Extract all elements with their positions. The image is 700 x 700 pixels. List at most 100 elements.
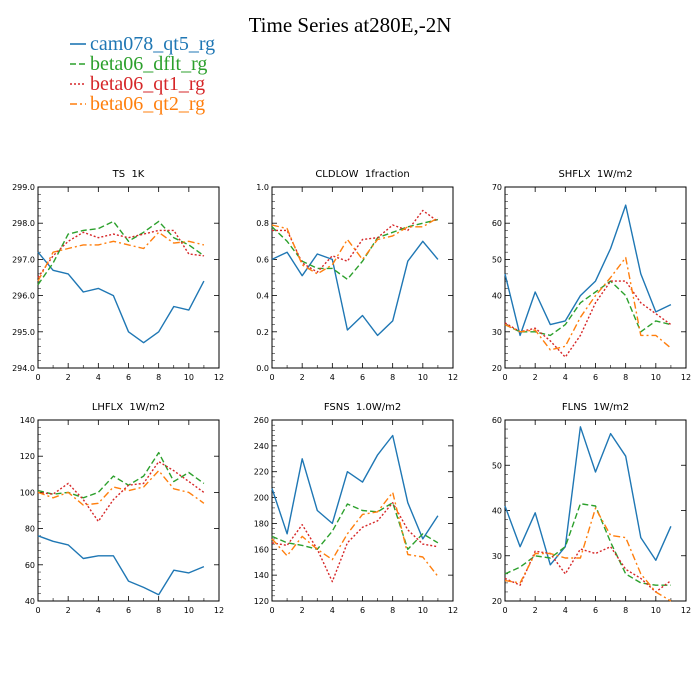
y-tick-label: 0.4 bbox=[256, 292, 269, 301]
y-tick-label: 297.0 bbox=[12, 255, 35, 264]
x-tick-label: 12 bbox=[681, 373, 691, 382]
x-tick-label: 2 bbox=[300, 373, 305, 382]
panel-title: SHFLX 1W/m2 bbox=[558, 169, 632, 180]
x-tick-label: 8 bbox=[390, 606, 395, 615]
x-tick-label: 8 bbox=[156, 373, 161, 382]
y-tick-label: 296.0 bbox=[12, 292, 35, 301]
series-line-beta06_qt2_rg bbox=[504, 256, 672, 351]
series-line-beta06_qt2_rg bbox=[504, 507, 672, 602]
y-tick-label: 60 bbox=[492, 219, 502, 228]
plot-frame bbox=[37, 186, 220, 369]
x-tick-label: 8 bbox=[623, 373, 628, 382]
series-line-beta06_qt1_rg bbox=[272, 209, 439, 273]
series-line-beta06_dflt_rg bbox=[504, 503, 671, 586]
x-tick-label: 8 bbox=[156, 606, 161, 615]
series-line-beta06_dflt_rg bbox=[504, 280, 672, 337]
series-line-beta06_qt2_rg bbox=[271, 217, 439, 275]
x-tick-label: 0 bbox=[269, 373, 274, 382]
y-tick-label: 30 bbox=[492, 328, 502, 337]
x-tick-label: 4 bbox=[96, 373, 101, 382]
x-tick-label: 2 bbox=[533, 373, 538, 382]
x-tick-label: 4 bbox=[96, 606, 101, 615]
x-tick-label: 0 bbox=[502, 606, 507, 615]
y-tick-label: 20 bbox=[492, 364, 502, 373]
plot-frame bbox=[271, 186, 454, 369]
x-tick-label: 2 bbox=[533, 606, 538, 615]
x-tick-label: 10 bbox=[651, 373, 661, 382]
x-tick-label: 2 bbox=[66, 373, 71, 382]
y-tick-label: 0.2 bbox=[256, 328, 269, 337]
x-tick-label: 4 bbox=[330, 606, 335, 615]
legend-entry: beta06_qt1_rg bbox=[90, 73, 205, 95]
y-tick-label: 140 bbox=[254, 571, 269, 580]
legend-entry: beta06_dflt_rg bbox=[90, 53, 207, 75]
y-tick-label: 295.0 bbox=[12, 328, 35, 337]
x-tick-label: 4 bbox=[563, 606, 568, 615]
y-tick-label: 260 bbox=[254, 416, 269, 425]
x-tick-label: 0 bbox=[35, 373, 40, 382]
x-tick-label: 0 bbox=[269, 606, 274, 615]
series-line-cam078_qt5_rg bbox=[271, 434, 439, 540]
series-line-beta06_qt2_rg bbox=[37, 231, 205, 282]
y-tick-label: 70 bbox=[492, 183, 502, 192]
y-tick-label: 140 bbox=[20, 416, 35, 425]
series-line-beta06_qt1_rg bbox=[37, 460, 205, 523]
figure-title: Time Series at280E,-2N bbox=[249, 13, 452, 37]
y-tick-label: 40 bbox=[492, 292, 502, 301]
x-tick-label: 6 bbox=[360, 373, 365, 382]
y-tick-label: 30 bbox=[492, 552, 502, 561]
plot-frame bbox=[37, 419, 220, 602]
x-tick-label: 10 bbox=[184, 606, 194, 615]
y-tick-label: 240 bbox=[254, 442, 269, 451]
series-line-cam078_qt5_rg bbox=[504, 204, 672, 337]
chart-panel: FSNS 1.0W/m2 0 2 4 6 8 10 12 120 140 160 180 200 220 2… bbox=[254, 402, 458, 615]
x-tick-label: 4 bbox=[330, 373, 335, 382]
y-tick-label: 299.0 bbox=[12, 183, 35, 192]
x-tick-label: 0 bbox=[502, 373, 507, 382]
plot-frame bbox=[504, 186, 687, 369]
y-tick-label: 120 bbox=[20, 452, 35, 461]
series-line-beta06_qt1_rg bbox=[504, 280, 672, 358]
x-tick-label: 2 bbox=[300, 606, 305, 615]
y-tick-label: 298.0 bbox=[12, 219, 35, 228]
chart-panel: SHFLX 1W/m2 0 2 4 6 8 10 12 20 30 40 50 60 70 bbox=[492, 169, 691, 382]
panel-title: FSNS 1.0W/m2 bbox=[324, 402, 401, 413]
x-tick-label: 12 bbox=[681, 606, 691, 615]
y-tick-label: 50 bbox=[492, 461, 502, 470]
x-tick-label: 6 bbox=[593, 606, 598, 615]
series-line-cam078_qt5_rg bbox=[37, 251, 205, 344]
x-tick-label: 10 bbox=[184, 373, 194, 382]
y-tick-label: 0.8 bbox=[256, 219, 269, 228]
series-line-cam078_qt5_rg bbox=[37, 535, 205, 596]
y-tick-label: 294.0 bbox=[12, 364, 35, 373]
panel-title: TS 1K bbox=[112, 169, 145, 180]
y-tick-label: 50 bbox=[492, 255, 502, 264]
y-tick-label: 180 bbox=[254, 519, 269, 528]
x-tick-label: 6 bbox=[126, 606, 131, 615]
y-tick-label: 60 bbox=[492, 416, 502, 425]
x-tick-label: 12 bbox=[214, 373, 224, 382]
x-tick-label: 10 bbox=[418, 373, 428, 382]
y-tick-label: 0.0 bbox=[256, 364, 269, 373]
y-tick-label: 1.0 bbox=[256, 183, 269, 192]
series-line-cam078_qt5_rg bbox=[504, 426, 672, 566]
x-tick-label: 10 bbox=[651, 606, 661, 615]
series-line-beta06_qt2_rg bbox=[37, 470, 205, 506]
y-tick-label: 80 bbox=[25, 525, 35, 534]
y-tick-label: 120 bbox=[254, 597, 269, 606]
y-tick-label: 0.6 bbox=[256, 255, 269, 264]
series-line-beta06_qt1_rg bbox=[37, 229, 204, 278]
y-tick-label: 200 bbox=[254, 494, 269, 503]
series-line-beta06_qt1_rg bbox=[271, 502, 439, 583]
x-tick-label: 8 bbox=[390, 373, 395, 382]
y-tick-label: 160 bbox=[254, 545, 269, 554]
x-tick-label: 2 bbox=[66, 606, 71, 615]
legend: cam078_qt5_rgbeta06_dflt_rgbeta06_qt1_rg… bbox=[70, 33, 215, 115]
x-tick-label: 8 bbox=[623, 606, 628, 615]
panel-title: FLNS 1W/m2 bbox=[562, 402, 629, 413]
x-tick-label: 6 bbox=[593, 373, 598, 382]
x-tick-label: 4 bbox=[563, 373, 568, 382]
series-line-beta06_qt1_rg bbox=[504, 546, 672, 593]
x-tick-label: 6 bbox=[126, 373, 131, 382]
